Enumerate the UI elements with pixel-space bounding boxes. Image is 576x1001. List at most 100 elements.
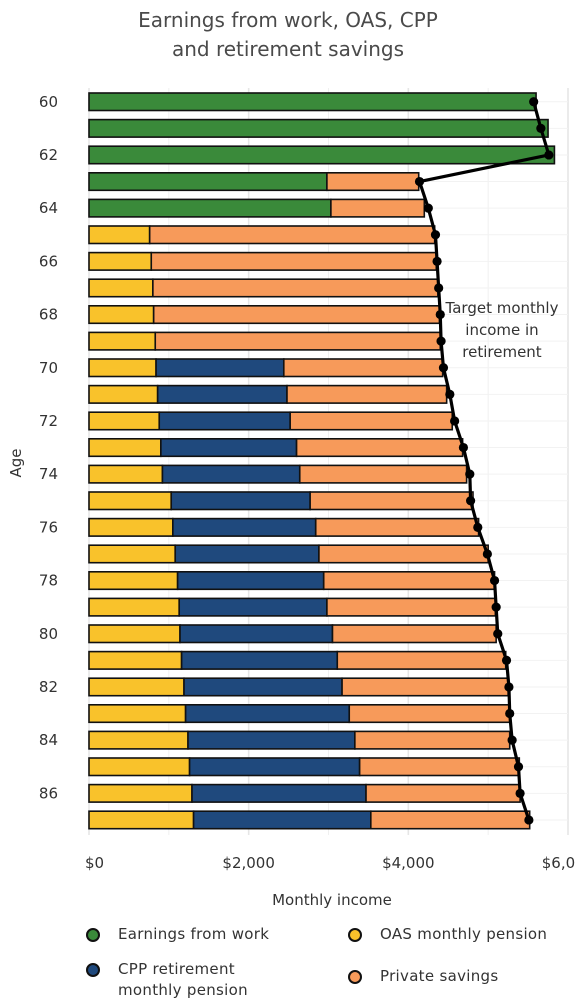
bar-age-72-cpp-retirement-monthly-pension — [158, 411, 291, 431]
bar-age-61-earnings-from-work — [88, 118, 549, 138]
bar-age-69-private-savings — [154, 331, 442, 351]
x-axis-title: Monthly income — [272, 891, 392, 909]
legend-swatch-cpp — [86, 963, 100, 977]
bar-age-64-private-savings — [330, 198, 426, 218]
bar-age-85-oas-monthly-pension — [88, 757, 191, 777]
target-point-age-76 — [473, 522, 483, 532]
y-tick-label-64: 64 — [39, 199, 58, 217]
target-point-age-75 — [466, 496, 476, 506]
bar-age-67-private-savings — [152, 278, 439, 298]
bar-age-63-private-savings — [326, 172, 420, 192]
target-label-line-1: Target monthly — [445, 299, 559, 317]
target-point-age-61 — [536, 123, 546, 133]
bar-age-77-cpp-retirement-monthly-pension — [174, 544, 320, 564]
bar-age-69-oas-monthly-pension — [88, 331, 157, 351]
y-tick-label-78: 78 — [39, 572, 58, 590]
y-tick-label-66: 66 — [39, 252, 58, 270]
bar-age-75-cpp-retirement-monthly-pension — [170, 491, 311, 511]
legend-swatch-earnings — [86, 928, 100, 942]
target-label-line-2: income in — [465, 321, 538, 339]
bar-age-65-oas-monthly-pension — [88, 225, 151, 245]
bar-age-66-private-savings — [150, 251, 438, 271]
bar-age-66-oas-monthly-pension — [88, 251, 153, 271]
bar-age-83-private-savings — [348, 703, 511, 724]
legend-swatch-oas — [348, 928, 362, 942]
bar-age-75-oas-monthly-pension — [88, 491, 173, 511]
bar-age-76-cpp-retirement-monthly-pension — [172, 517, 317, 537]
legend-label-oas: OAS monthly pension — [380, 925, 548, 943]
x-tick-label-4000: $4,000 — [382, 854, 435, 872]
bar-age-86-oas-monthly-pension — [88, 783, 193, 803]
bar-age-81-private-savings — [336, 650, 507, 670]
target-point-age-74 — [465, 469, 475, 479]
bar-age-87-private-savings — [370, 810, 531, 830]
target-point-age-67 — [434, 283, 444, 293]
legend-label-cpp: CPP retirement monthly pension — [118, 959, 248, 1001]
legend-label-private: Private savings — [380, 967, 499, 985]
bar-age-86-cpp-retirement-monthly-pension — [191, 783, 367, 803]
target-point-age-70 — [438, 363, 449, 373]
bar-age-80-cpp-retirement-monthly-pension — [179, 624, 334, 644]
bar-age-70-cpp-retirement-monthly-pension — [155, 358, 285, 378]
legend: Earnings from work OAS monthly pension C… — [86, 922, 576, 1001]
bar-age-84-oas-monthly-pension — [88, 730, 189, 750]
bar-age-71-private-savings — [286, 384, 448, 404]
bar-age-70-oas-monthly-pension — [88, 358, 157, 378]
bar-age-72-oas-monthly-pension — [88, 411, 161, 431]
bar-age-86-private-savings — [365, 783, 521, 803]
target-point-age-71 — [445, 389, 455, 399]
x-tick-label-6000: $6,000 — [542, 854, 576, 872]
bar-age-79-cpp-retirement-monthly-pension — [178, 597, 328, 617]
x-tick-label-0: $0 — [85, 854, 104, 872]
bar-age-78-oas-monthly-pension — [88, 570, 179, 591]
bar-age-60-earnings-from-work — [88, 92, 537, 112]
y-tick-label-86: 86 — [39, 784, 58, 802]
bar-age-80-private-savings — [331, 624, 497, 644]
y-tick-label-70: 70 — [39, 359, 58, 377]
y-tick-label-74: 74 — [39, 465, 58, 483]
legend-label-cpp-line-1: CPP retirement — [118, 960, 235, 978]
target-point-age-62 — [544, 150, 554, 160]
y-tick-label-72: 72 — [39, 412, 58, 430]
bar-age-85-private-savings — [358, 757, 521, 777]
bar-age-71-oas-monthly-pension — [88, 384, 159, 404]
legend-swatch-private — [348, 970, 362, 984]
bar-age-65-private-savings — [148, 225, 436, 245]
y-tick-label-76: 76 — [39, 518, 58, 536]
bar-age-85-cpp-retirement-monthly-pension — [188, 757, 361, 777]
bar-age-80-oas-monthly-pension — [88, 624, 181, 644]
bar-age-84-cpp-retirement-monthly-pension — [187, 730, 356, 750]
bar-age-81-cpp-retirement-monthly-pension — [180, 650, 339, 670]
chart-title: Earnings from work, OAS, CPP and retirem… — [0, 6, 576, 64]
target-point-age-73 — [458, 442, 469, 453]
bar-age-74-private-savings — [298, 464, 468, 484]
y-tick-label-68: 68 — [39, 306, 58, 324]
y-tick-label-80: 80 — [39, 625, 58, 643]
target-point-age-80 — [493, 629, 503, 639]
bar-age-77-private-savings — [318, 544, 489, 564]
y-tick-label-82: 82 — [39, 678, 58, 696]
bar-age-87-oas-monthly-pension — [88, 810, 195, 830]
target-point-age-87 — [524, 815, 534, 825]
target-point-age-85 — [513, 762, 524, 772]
bar-age-79-private-savings — [326, 597, 497, 617]
legend-item-earnings: Earnings from work — [86, 924, 269, 945]
target-point-age-77 — [482, 549, 492, 559]
bar-age-79-oas-monthly-pension — [88, 597, 181, 617]
bar-age-75-private-savings — [309, 491, 474, 511]
target-line — [417, 101, 551, 821]
bar-age-68-oas-monthly-pension — [88, 304, 155, 325]
bar-age-64-earnings-from-work — [88, 198, 332, 218]
target-point-age-69 — [436, 336, 446, 346]
target-point-age-86 — [515, 788, 525, 798]
target-point-age-60 — [529, 97, 539, 107]
legend-item-cpp: CPP retirement monthly pension — [86, 959, 248, 1001]
bar-age-63-earnings-from-work — [88, 172, 328, 192]
target-point-age-68 — [435, 309, 445, 320]
legend-item-private: Private savings — [348, 966, 498, 987]
target-point-age-81 — [501, 655, 512, 665]
target-point-age-65 — [430, 230, 441, 240]
chart-title-line-2: and retirement savings — [171, 37, 405, 61]
bar-age-83-cpp-retirement-monthly-pension — [184, 703, 351, 724]
bar-age-73-oas-monthly-pension — [88, 437, 162, 458]
